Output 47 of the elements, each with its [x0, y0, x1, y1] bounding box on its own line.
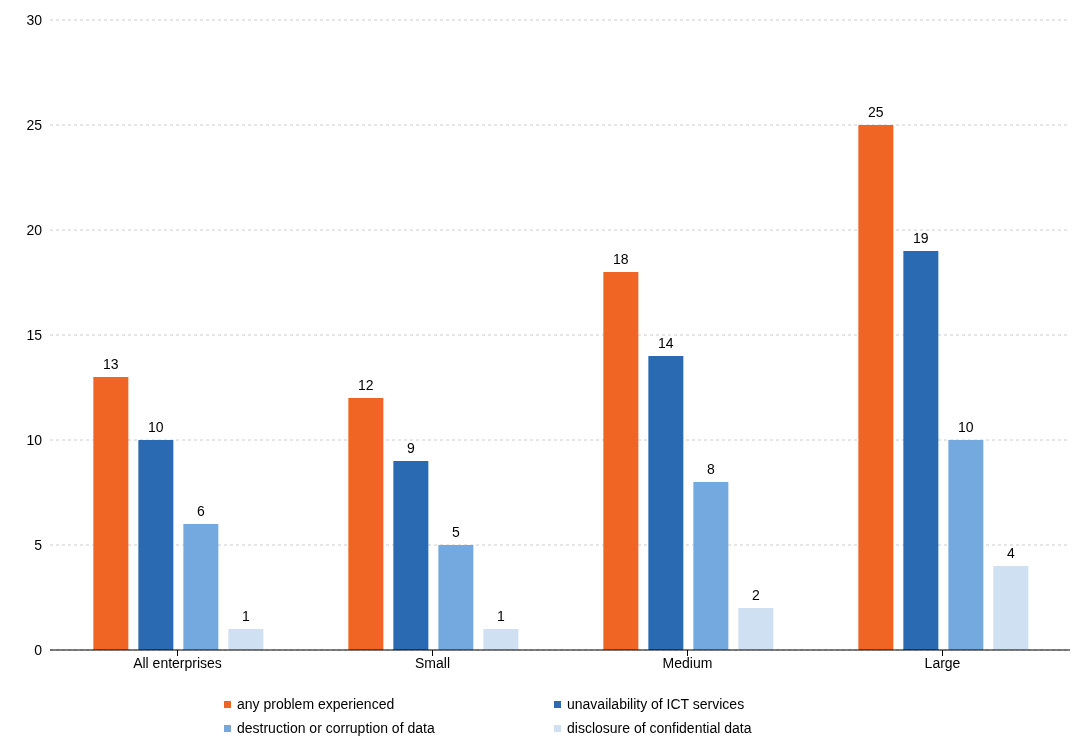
bar [393, 461, 429, 650]
y-tick-label: 10 [26, 431, 43, 448]
bar [228, 629, 264, 650]
data-label: 1 [241, 608, 250, 624]
data-label: 10 [148, 419, 164, 435]
data-label: 1 [496, 608, 505, 624]
y-tick-label: 15 [26, 326, 43, 343]
bar [603, 272, 639, 650]
data-label: 5 [451, 524, 460, 540]
y-tick-label: 5 [34, 536, 43, 553]
x-tick-label: Large [924, 654, 961, 671]
data-label: 25 [868, 104, 884, 120]
y-tick-label: 20 [26, 221, 43, 238]
bar [693, 482, 729, 650]
y-tick-label: 25 [26, 116, 43, 133]
x-tick-label: Small [414, 654, 451, 671]
bar [648, 356, 684, 650]
bar [483, 629, 519, 650]
legend-label: unavailability of ICT services [567, 696, 745, 712]
data-label: 4 [1006, 545, 1015, 561]
data-label: 9 [406, 440, 415, 456]
bar [738, 608, 774, 650]
bar [183, 524, 219, 650]
y-tick-label: 0 [34, 641, 43, 658]
data-label: 18 [613, 251, 629, 267]
data-label: 6 [196, 503, 205, 519]
x-tick-label: All enterprises [133, 654, 222, 671]
bar [993, 566, 1029, 650]
bar [348, 398, 384, 650]
legend-label: disclosure of confidential data [567, 720, 752, 736]
bar [858, 125, 894, 650]
data-label: 13 [103, 356, 119, 372]
bar [438, 545, 474, 650]
data-label: 2 [751, 587, 760, 603]
y-tick-label: 30 [26, 11, 43, 28]
data-label: 19 [913, 230, 929, 246]
bar [93, 377, 129, 650]
legend-label: any problem experienced [237, 696, 395, 712]
bar [903, 251, 939, 650]
data-label: 12 [358, 377, 374, 393]
data-label: 14 [658, 335, 674, 351]
bar [138, 440, 174, 650]
data-label: 8 [706, 461, 715, 477]
data-label: 10 [958, 419, 974, 435]
legend-label: destruction or corruption of data [237, 720, 435, 736]
bar [948, 440, 984, 650]
x-tick-label: Medium [662, 654, 713, 671]
